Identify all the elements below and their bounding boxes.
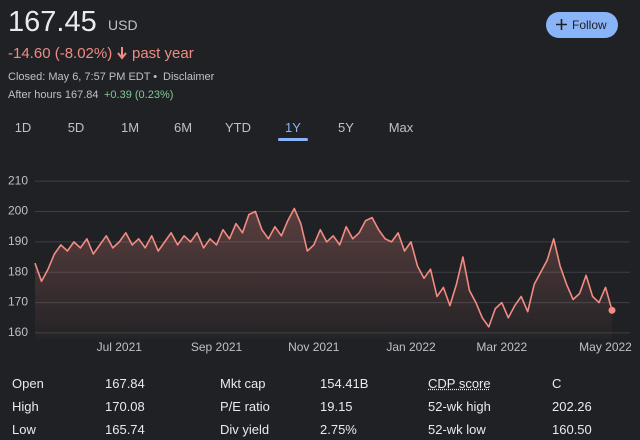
x-tick-label: Jul 2021 bbox=[97, 340, 143, 354]
range-tab[interactable]: 6M bbox=[173, 120, 193, 135]
follow-button[interactable]: Follow bbox=[546, 12, 618, 38]
x-tick-label: May 2022 bbox=[579, 340, 632, 354]
y-tick-label: 210 bbox=[8, 173, 28, 187]
stat-value: 165.74 bbox=[105, 422, 145, 437]
stat-value: 202.26 bbox=[552, 399, 592, 414]
closed-time: Closed: May 6, 7:57 PM EDT • bbox=[8, 71, 158, 83]
y-tick-label: 200 bbox=[8, 204, 28, 218]
range-tab[interactable]: 1M bbox=[120, 120, 140, 135]
range-tab[interactable]: 5D bbox=[67, 120, 85, 135]
after-hours-change: +0.39 (0.23%) bbox=[104, 89, 174, 101]
last-price-dot bbox=[608, 306, 616, 314]
stat-label: CDP score bbox=[428, 376, 491, 391]
range-tab[interactable]: Max bbox=[388, 120, 414, 135]
x-tick-label: Sep 2021 bbox=[191, 340, 243, 354]
after-hours: After hours 167.84 bbox=[8, 89, 99, 101]
range-tab[interactable]: 1D bbox=[14, 120, 32, 135]
range-tab[interactable]: 5Y bbox=[338, 120, 354, 135]
price: 167.45 bbox=[8, 6, 97, 38]
stat-value: C bbox=[552, 376, 562, 391]
price-change: -14.60 (-8.02%) bbox=[8, 45, 113, 62]
change-period: past year bbox=[132, 45, 194, 62]
stat-label: Low bbox=[12, 422, 36, 437]
stat-value: 19.15 bbox=[320, 399, 353, 414]
y-tick-label: 190 bbox=[8, 234, 28, 248]
currency: USD bbox=[108, 17, 138, 33]
stat-label: High bbox=[12, 399, 39, 414]
price-line bbox=[34, 207, 613, 328]
stat-value: 167.84 bbox=[105, 376, 145, 391]
range-tab[interactable]: 1Y bbox=[285, 120, 301, 135]
stat-label: Mkt cap bbox=[220, 376, 266, 391]
y-tick-label: 160 bbox=[8, 325, 28, 339]
stat-label: 52-wk low bbox=[428, 422, 486, 437]
range-tab[interactable]: YTD bbox=[225, 120, 251, 135]
stat-label: Open bbox=[12, 376, 44, 391]
y-tick-label: 180 bbox=[8, 264, 28, 278]
disclaimer-link[interactable]: Disclaimer bbox=[163, 71, 215, 83]
stat-value: 170.08 bbox=[105, 399, 145, 414]
down-arrow bbox=[117, 47, 127, 60]
stat-value: 160.50 bbox=[552, 422, 592, 437]
stat-label: 52-wk high bbox=[428, 399, 491, 414]
chart: 160 170 180 190 200 210 Jul 2021 Sep 2021 Nov 20… bbox=[8, 173, 632, 354]
area-fill bbox=[35, 208, 612, 339]
stat-label: P/E ratio bbox=[220, 399, 270, 414]
plus-icon bbox=[556, 19, 567, 30]
selected-underline bbox=[278, 138, 308, 141]
stat-value: 2.75% bbox=[320, 422, 357, 437]
y-tick-label: 170 bbox=[8, 295, 28, 309]
stat-label: Div yield bbox=[220, 422, 270, 437]
x-tick-label: Nov 2021 bbox=[288, 340, 340, 354]
follow-label: Follow bbox=[572, 18, 607, 32]
x-tick-label: Mar 2022 bbox=[476, 340, 527, 354]
x-tick-label: Jan 2022 bbox=[386, 340, 436, 354]
stat-value: 154.41B bbox=[320, 376, 369, 391]
